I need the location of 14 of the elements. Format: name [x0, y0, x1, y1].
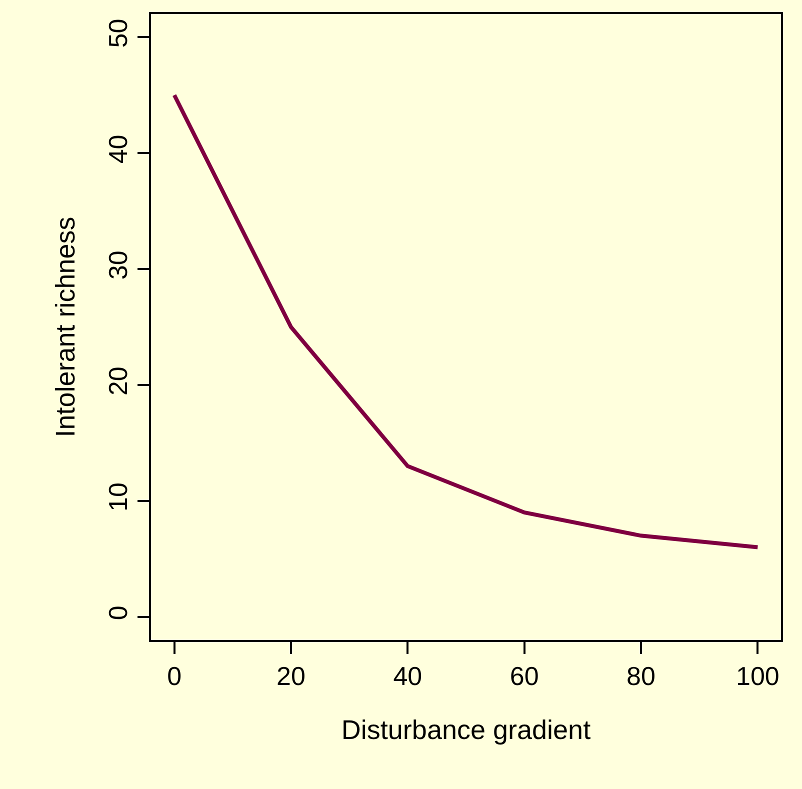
x-tick-label: 60	[510, 660, 539, 691]
y-axis-title: Intolerant richness	[50, 216, 80, 438]
x-tick-label: 100	[736, 660, 780, 691]
y-tick-label: 10	[102, 482, 133, 512]
y-tick-label: 50	[102, 18, 133, 48]
x-tick-label: 80	[626, 660, 656, 691]
x-tick-label: 20	[276, 660, 306, 691]
y-tick-label: 40	[102, 134, 133, 164]
y-tick-label: 30	[102, 250, 133, 280]
y-tick-label: 20	[102, 366, 133, 396]
x-axis-title: Disturbance gradient	[341, 714, 592, 745]
y-tick-label: 0	[102, 606, 133, 620]
x-tick-label: 0	[167, 660, 182, 691]
x-tick-label: 40	[393, 660, 422, 691]
